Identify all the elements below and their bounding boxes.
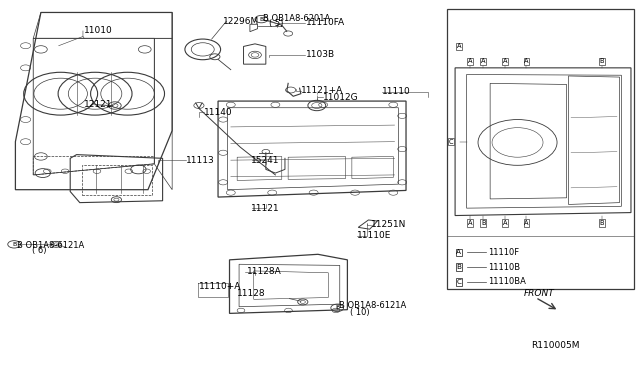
Text: 11251N: 11251N — [371, 220, 406, 229]
Text: A: A — [481, 58, 485, 64]
Text: B: B — [456, 264, 461, 270]
Text: A: A — [524, 58, 529, 64]
Text: 12121: 12121 — [84, 100, 113, 109]
Text: 1103B: 1103B — [306, 51, 335, 60]
Text: 11010: 11010 — [84, 26, 113, 35]
Text: A: A — [468, 220, 472, 226]
Text: ( 6): ( 6) — [32, 246, 47, 255]
Text: ( 5): ( 5) — [269, 19, 284, 28]
Bar — [82, 165, 152, 195]
Text: A: A — [457, 44, 461, 49]
Text: 15241: 15241 — [251, 155, 280, 165]
Text: A: A — [524, 220, 529, 226]
Text: B: B — [600, 220, 604, 226]
Text: 11110E: 11110E — [357, 231, 391, 240]
Text: 11012G: 11012G — [323, 93, 359, 102]
Bar — [447, 9, 634, 289]
Text: A: A — [456, 250, 461, 256]
Text: B: B — [481, 220, 485, 226]
Text: R110005M: R110005M — [532, 341, 580, 350]
Text: 11140: 11140 — [204, 108, 233, 117]
Text: B: B — [12, 242, 16, 247]
Text: A: A — [468, 58, 472, 64]
Text: 11128A: 11128A — [246, 267, 282, 276]
Text: 11110F: 11110F — [488, 248, 519, 257]
Text: 11113: 11113 — [186, 155, 215, 165]
Text: B: B — [600, 58, 604, 64]
Text: B: B — [259, 17, 264, 22]
Text: 11110FA: 11110FA — [306, 18, 345, 27]
Text: 11110B: 11110B — [488, 263, 520, 272]
Text: B OB1A8-6121A: B OB1A8-6121A — [17, 241, 84, 250]
Text: 11110BA: 11110BA — [488, 278, 526, 286]
Text: A: A — [502, 58, 507, 64]
Text: C: C — [449, 139, 454, 145]
Text: 11110+A: 11110+A — [199, 282, 241, 291]
Text: B: B — [335, 305, 339, 310]
Text: B OB1A8-6201A: B OB1A8-6201A — [262, 13, 330, 22]
Text: C: C — [456, 279, 461, 285]
Text: 11121: 11121 — [251, 203, 280, 213]
Text: A: A — [502, 220, 507, 226]
Text: 11121+A: 11121+A — [301, 86, 343, 95]
Text: B OB1A8-6121A: B OB1A8-6121A — [339, 301, 406, 311]
Text: 11128: 11128 — [237, 289, 266, 298]
Text: 12296M: 12296M — [223, 17, 259, 26]
Text: 11110: 11110 — [383, 87, 411, 96]
Text: ( 10): ( 10) — [350, 308, 369, 317]
Text: FRONT: FRONT — [524, 289, 555, 298]
